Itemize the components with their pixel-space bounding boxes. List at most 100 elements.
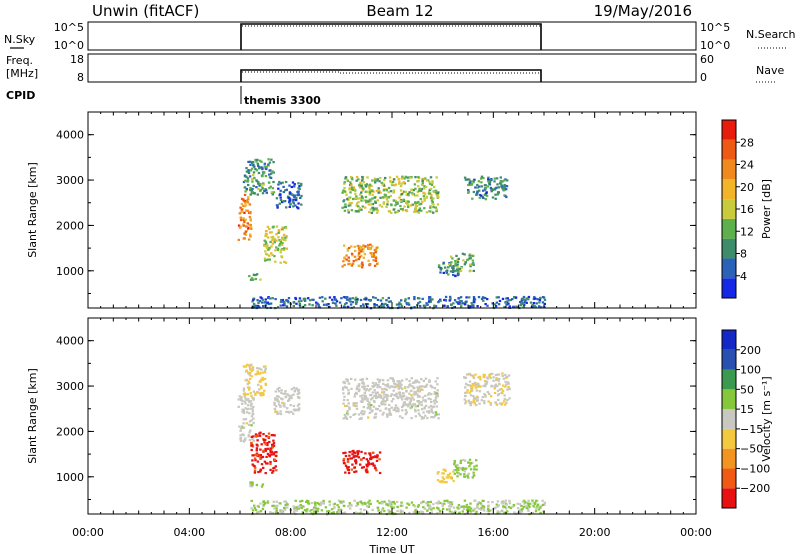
velocity-cell: [390, 393, 394, 396]
velocity-cell: [417, 403, 421, 406]
velocity-cell: [371, 397, 374, 400]
velocity-cell: [396, 385, 399, 388]
power-cell: [486, 185, 489, 188]
velocity-cell: [355, 404, 358, 407]
power-cell: [462, 259, 465, 262]
power-cell: [268, 254, 271, 257]
velocity-cell: [244, 418, 248, 421]
velocity-cell: [237, 405, 240, 408]
power-cell: [250, 178, 254, 181]
velocity-cell: [435, 392, 438, 395]
velocity-cell: [436, 506, 439, 509]
power-cell: [298, 185, 301, 188]
velocity-cell: [340, 501, 344, 504]
power-cell: [345, 178, 349, 181]
velocity-cell: [399, 386, 403, 389]
velocity-cell: [475, 399, 478, 402]
power-cell: [265, 247, 269, 250]
velocity-cell: [273, 451, 276, 454]
velocity-cell: [402, 404, 405, 407]
power-cell: [506, 179, 509, 182]
power-cell: [376, 211, 379, 214]
power-cell: [293, 185, 296, 188]
time-axis-labels: 00:00 04:00 08:00 12:00 16:00 20:00 00:00: [72, 526, 712, 539]
velocity-cell: [448, 472, 452, 475]
power-cell: [485, 191, 488, 194]
velocity-cell: [254, 433, 258, 436]
power-cell: [390, 183, 394, 186]
power-cell: [463, 176, 467, 179]
power-cell: [308, 299, 312, 302]
power-cell: [276, 248, 280, 252]
velocity-cell: [382, 397, 385, 401]
velocity-cell: [475, 459, 478, 462]
station-title: Unwin (fitACF): [92, 2, 199, 20]
power-cell: [375, 262, 379, 265]
velocity-cell: [520, 504, 523, 508]
power-cell: [436, 203, 440, 206]
power-cell: [480, 194, 483, 197]
power-cell: [370, 203, 373, 206]
power-cell: [249, 210, 252, 214]
velocity-cell: [371, 381, 375, 384]
velocity-cell: [424, 394, 427, 397]
velocity-cell: [472, 375, 475, 378]
velocity-cell: [359, 378, 362, 381]
power-cell: [431, 181, 434, 184]
velocity-cell: [472, 376, 476, 380]
velocity-cell: [474, 383, 478, 386]
power-cell: [247, 198, 250, 201]
velocity-cell: [414, 415, 418, 418]
nsky-tick-bottom-right: 10^0: [700, 39, 730, 52]
power-cell: [345, 302, 348, 305]
velocity-cell: [369, 502, 372, 505]
velocity-cell: [253, 504, 256, 507]
nave-tick-top: 60: [700, 53, 714, 66]
velocity-cell: [341, 388, 345, 391]
velocity-cell: [435, 501, 438, 505]
power-region-5: [341, 243, 379, 269]
velocity-cell: [320, 509, 324, 512]
power-cell: [244, 190, 247, 193]
power-cell: [265, 258, 268, 262]
velocity-cell: [493, 385, 496, 388]
power-cell: [525, 297, 528, 300]
velocity-cell: [477, 384, 481, 387]
power-cell: [413, 210, 416, 213]
power-cell: [347, 263, 350, 266]
velocity-cell: [252, 439, 255, 442]
velocity-cell: [266, 499, 270, 503]
velocity-cell: [260, 387, 263, 390]
power-cell: [491, 302, 494, 305]
velocity-cell: [361, 413, 364, 416]
velocity-cell: [368, 411, 371, 414]
velocity-cell: [378, 458, 381, 461]
velocity-cell: [416, 390, 419, 393]
velocity-cell: [496, 373, 499, 376]
velocity-cell: [273, 403, 276, 406]
power-cell: [354, 259, 358, 262]
power-cell: [351, 178, 354, 181]
velocity-cell: [258, 380, 262, 383]
power-cell: [538, 299, 542, 302]
power-cell: [335, 300, 339, 303]
velocity-cell: [252, 417, 255, 420]
power-cell: [355, 176, 359, 179]
power-cell: [266, 236, 270, 239]
power-cell: [365, 303, 368, 306]
power-region-3: [263, 225, 288, 264]
nsky-label: N.Sky: [4, 33, 36, 46]
power-cell: [367, 184, 370, 187]
velocity-cell: [261, 455, 265, 458]
power-cell: [373, 196, 376, 199]
velocity-cell: [369, 457, 373, 460]
power-cell: [249, 186, 252, 190]
velocity-cell: [438, 510, 442, 513]
velocity-cell: [249, 483, 252, 486]
velocity-cell: [269, 447, 272, 450]
power-cell: [373, 264, 377, 267]
velocity-cell: [250, 444, 253, 447]
velocity-cell: [300, 506, 303, 509]
power-cell: [361, 266, 364, 269]
velocity-cell: [481, 499, 485, 502]
